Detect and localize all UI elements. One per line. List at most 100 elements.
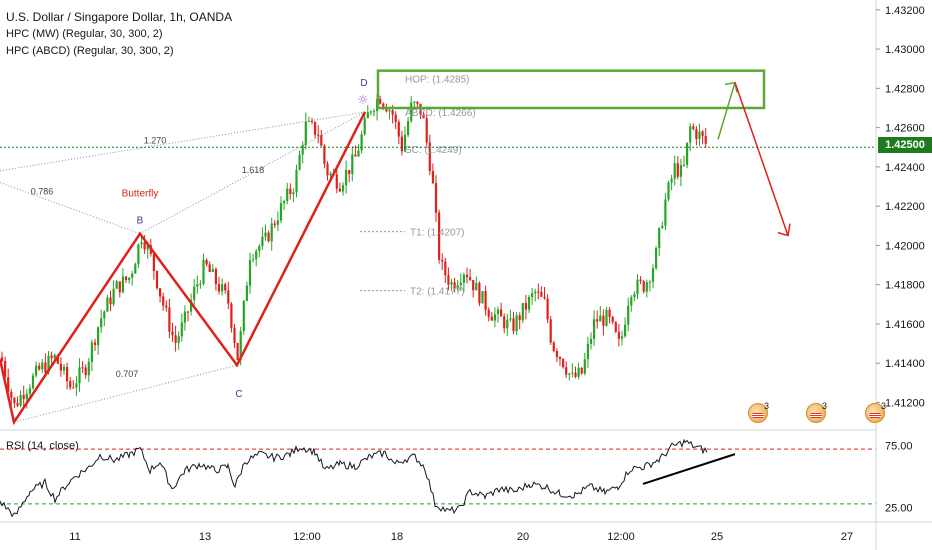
candle-up bbox=[100, 318, 103, 328]
candle-up bbox=[357, 150, 360, 157]
rsi-legend[interactable]: RSI (14, close) bbox=[6, 440, 79, 452]
price-tick-label: 1.42000 bbox=[885, 240, 925, 252]
candle-down bbox=[267, 232, 270, 242]
time-tick-label: 18 bbox=[391, 531, 403, 543]
candle-up bbox=[363, 118, 366, 135]
candle-up bbox=[345, 169, 348, 186]
candle-down bbox=[186, 311, 190, 313]
candle-down bbox=[314, 121, 317, 135]
candle-down bbox=[453, 282, 456, 289]
candle-down bbox=[484, 291, 487, 310]
candle-up bbox=[177, 336, 180, 343]
indicator-legend-mw[interactable]: HPC (MW) (Regular, 30, 300, 2) bbox=[6, 28, 163, 40]
pattern-overlay: 0.786 1.270 1.618 0.707 Butterfly B C D ☼ HOP: (1… bbox=[0, 69, 876, 426]
candle-down bbox=[543, 296, 546, 299]
candle-down bbox=[217, 284, 221, 292]
candle-up bbox=[407, 120, 410, 135]
candle-down bbox=[109, 297, 112, 305]
candle-up bbox=[633, 294, 636, 298]
candle-up bbox=[571, 372, 574, 374]
candle-down bbox=[382, 103, 385, 107]
candle-up bbox=[211, 269, 214, 272]
rsi-tick-label: 25.00 bbox=[885, 503, 913, 515]
candle-down bbox=[397, 121, 400, 137]
candle-up bbox=[307, 120, 310, 122]
candle-down bbox=[81, 367, 84, 369]
candle-up bbox=[583, 359, 586, 374]
candle-up bbox=[140, 242, 143, 245]
candle-down bbox=[171, 331, 174, 336]
candle-down bbox=[320, 135, 323, 146]
candle-down bbox=[236, 343, 239, 360]
candle-down bbox=[512, 318, 515, 332]
candle-down bbox=[540, 291, 543, 297]
calendar-event-icon[interactable] bbox=[865, 403, 885, 423]
candle-down bbox=[642, 281, 645, 292]
price-tick-label: 1.41600 bbox=[885, 319, 925, 331]
candle-up bbox=[679, 165, 682, 177]
candle-down bbox=[614, 322, 617, 332]
candle-down bbox=[10, 391, 13, 398]
candle-up bbox=[128, 277, 131, 281]
candle-down bbox=[162, 296, 165, 306]
candle-down bbox=[56, 354, 59, 364]
candle-down bbox=[348, 169, 351, 175]
candle-up bbox=[295, 169, 298, 193]
candle-up bbox=[298, 154, 301, 170]
candle-up bbox=[62, 366, 66, 371]
candle-up bbox=[698, 131, 701, 139]
candle-up bbox=[78, 367, 81, 384]
candle-up bbox=[648, 281, 651, 283]
candle-down bbox=[549, 319, 552, 343]
candle-up bbox=[19, 394, 22, 406]
candle-down bbox=[608, 309, 611, 317]
candle-up bbox=[403, 134, 407, 152]
candle-down bbox=[701, 131, 704, 136]
candle-up bbox=[183, 311, 186, 323]
candle-down bbox=[16, 402, 19, 406]
candle-up bbox=[286, 188, 289, 202]
calendar-event-icon[interactable] bbox=[748, 403, 768, 423]
candle-up bbox=[221, 284, 224, 292]
fib-ratio-label: 1.618 bbox=[242, 165, 265, 175]
calendar-event-icon[interactable] bbox=[806, 403, 826, 423]
candle-up bbox=[481, 291, 484, 304]
candle-down bbox=[354, 154, 357, 157]
candle-up bbox=[53, 354, 56, 359]
price-tick-label: 1.41200 bbox=[885, 397, 925, 409]
candle-up bbox=[369, 111, 372, 113]
candle-up bbox=[459, 282, 462, 286]
candle-down bbox=[503, 316, 506, 329]
fib-line-xd bbox=[0, 111, 366, 172]
candle-down bbox=[394, 114, 397, 122]
candle-down bbox=[428, 142, 431, 171]
candle-up bbox=[589, 338, 593, 344]
candle-up bbox=[586, 343, 589, 360]
candle-up bbox=[627, 305, 630, 325]
candle-up bbox=[636, 279, 639, 295]
candle-down bbox=[602, 315, 605, 326]
candle-down bbox=[596, 319, 599, 322]
candle-up bbox=[351, 154, 354, 175]
candle-up bbox=[493, 314, 496, 321]
candle-down bbox=[555, 350, 558, 358]
price-tick-label: 1.43000 bbox=[885, 44, 925, 56]
chart-title: U.S. Dollar / Singapore Dollar, 1h, OAND… bbox=[6, 10, 233, 24]
candle-up bbox=[475, 282, 478, 291]
calendar-event-count: 3 bbox=[822, 401, 828, 411]
fib-ratio-label: 0.786 bbox=[31, 186, 54, 196]
candle-down bbox=[22, 394, 25, 400]
candle-down bbox=[565, 367, 568, 375]
candle-up bbox=[255, 251, 258, 260]
candle-down bbox=[323, 145, 326, 164]
candle-up bbox=[146, 245, 149, 250]
candle-up bbox=[670, 178, 673, 183]
indicator-legend-abcd[interactable]: HPC (ABCD) (Regular, 30, 300, 2) bbox=[6, 45, 174, 57]
candle-down bbox=[227, 290, 230, 304]
candle-down bbox=[469, 277, 472, 281]
candle-down bbox=[159, 288, 162, 297]
candle-up bbox=[276, 220, 279, 225]
candle-down bbox=[558, 357, 562, 359]
